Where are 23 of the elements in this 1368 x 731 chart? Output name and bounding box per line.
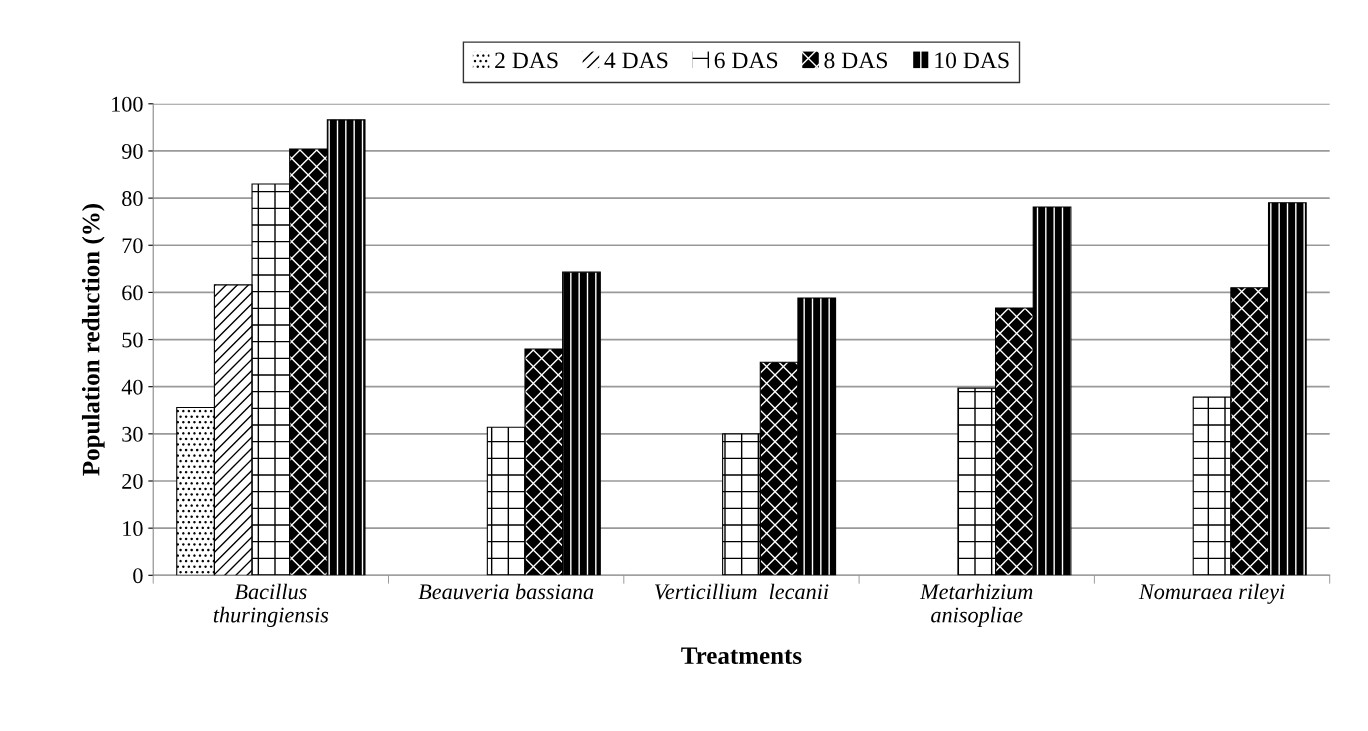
- legend-label: 2 DAS: [495, 52, 558, 69]
- x-axis-title: Treatments: [681, 647, 802, 665]
- y-tick-label: 20: [122, 473, 143, 489]
- y-tick-label: 80: [122, 191, 143, 207]
- y-tick-label: 40: [121, 379, 143, 395]
- legend-label: 4 DAS: [604, 52, 668, 69]
- y-tick-label: 70: [122, 238, 143, 254]
- x-tick-label: Nomuraea rileyi: [1138, 583, 1285, 604]
- x-tick-label: Metarhizium anisopliae: [919, 583, 1033, 628]
- y-tick-label: 100: [112, 96, 143, 112]
- legend-label: 8 DAS: [824, 52, 887, 69]
- y-tick-label: 60: [122, 285, 143, 301]
- y-axis-title: Population reduction (%): [81, 204, 105, 476]
- y-tick-label: 0: [133, 568, 143, 584]
- x-tick-label: Beauveria bassiana: [418, 583, 594, 600]
- legend-label: 6 DAS: [714, 52, 778, 69]
- y-tick-label: 90: [121, 143, 143, 159]
- x-tick-label: Verticillium lecanii: [654, 583, 829, 600]
- x-tick-label: Bacillus thuringiensis: [213, 583, 329, 628]
- y-tick-label: 30: [122, 426, 143, 442]
- y-tick-label: 50: [122, 332, 143, 348]
- y-tick-label: 10: [123, 521, 143, 537]
- legend-label: 10 DAS: [935, 52, 1009, 69]
